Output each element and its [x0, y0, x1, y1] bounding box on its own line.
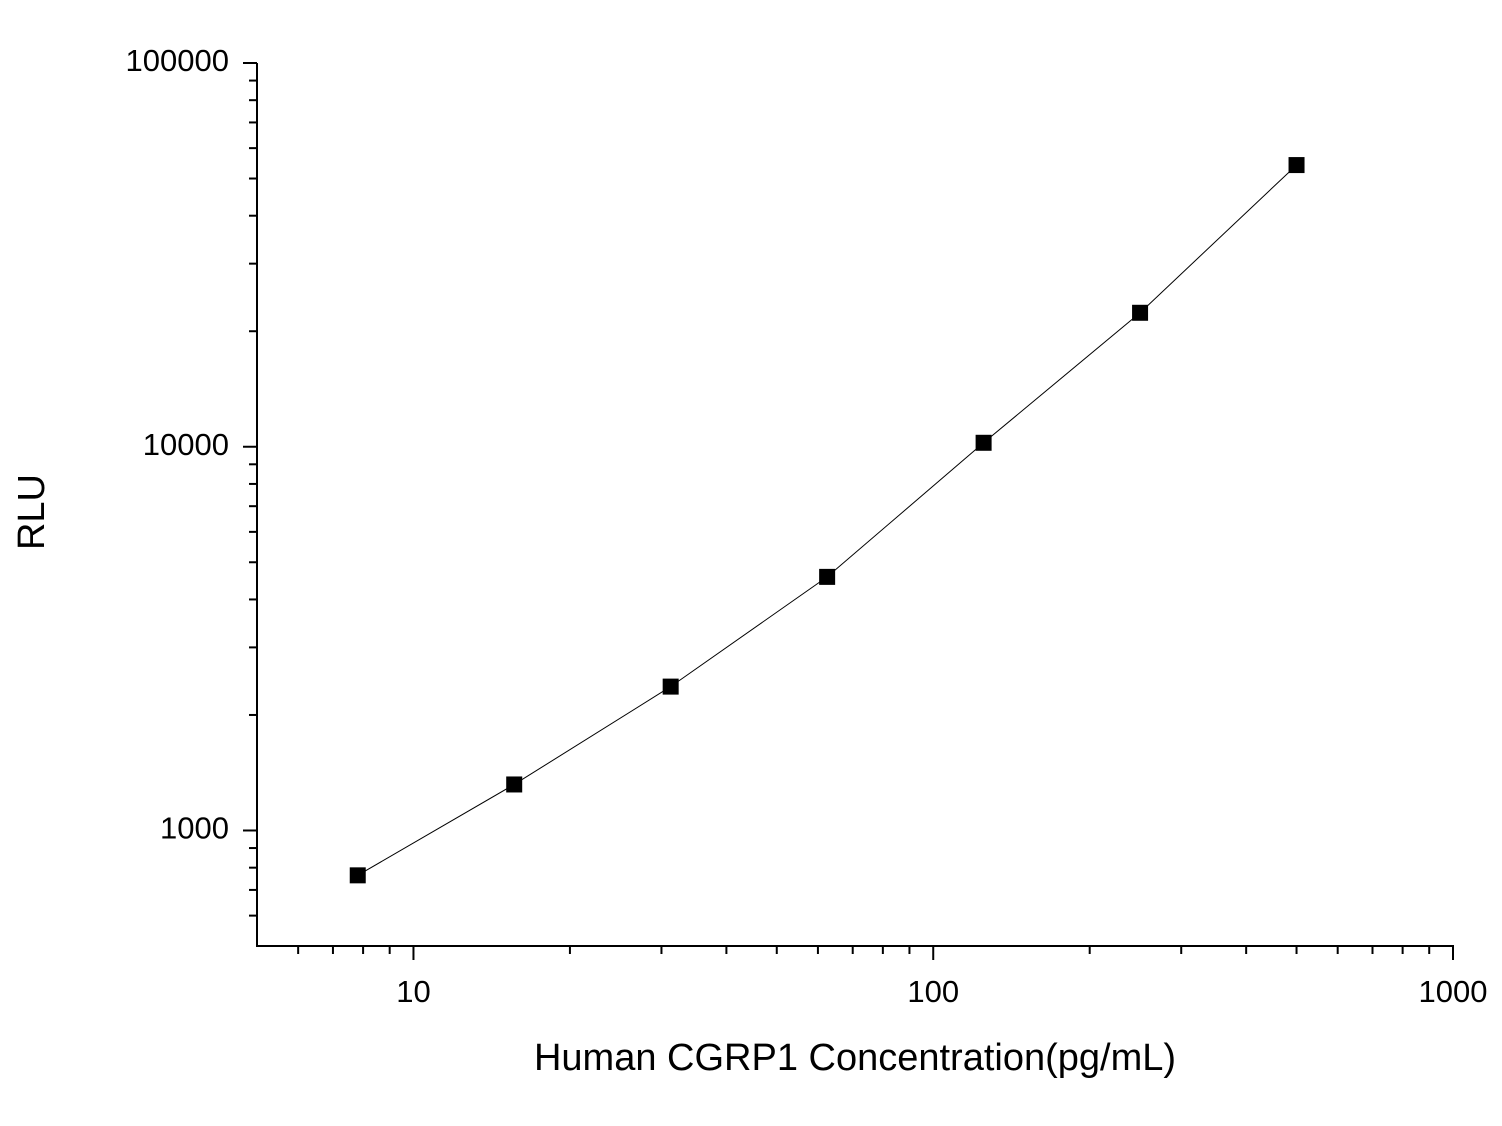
- marker: [819, 568, 836, 585]
- x-tick-label: 100: [907, 974, 959, 1009]
- marker: [349, 867, 366, 884]
- y-tick-label: 10000: [143, 427, 229, 462]
- marker: [975, 434, 992, 451]
- marker: [1288, 157, 1305, 174]
- y-axis-title: RLU: [11, 474, 53, 550]
- x-axis-title: Human CGRP1 Concentration(pg/mL): [534, 1037, 1176, 1079]
- marker: [506, 776, 523, 793]
- series-line: [357, 164, 1297, 876]
- y-tick-label: 1000: [160, 811, 229, 846]
- x-tick-label: 1000: [1419, 974, 1488, 1009]
- marker: [1132, 304, 1149, 321]
- y-tick-label: 100000: [126, 43, 229, 78]
- marker: [662, 678, 679, 695]
- x-tick-label: 10: [396, 974, 430, 1009]
